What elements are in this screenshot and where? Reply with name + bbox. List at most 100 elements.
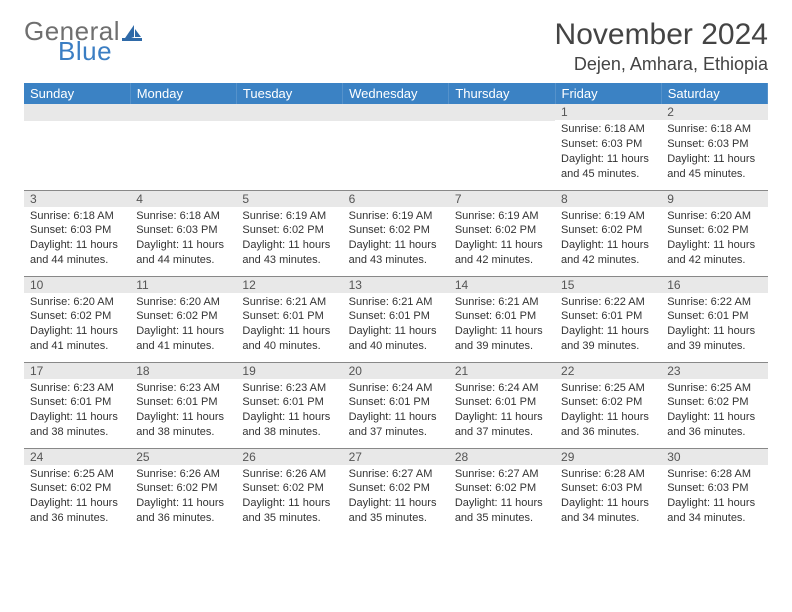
calendar-row: 24Sunrise: 6:25 AMSunset: 6:02 PMDayligh… (24, 448, 768, 534)
calendar-cell: 19Sunrise: 6:23 AMSunset: 6:01 PMDayligh… (236, 362, 342, 448)
sunrise-text: Sunrise: 6:25 AM (667, 381, 761, 396)
daylight-text: Daylight: 11 hours and 45 minutes. (561, 152, 655, 182)
sunset-text: Sunset: 6:02 PM (136, 481, 230, 496)
day-body: Sunrise: 6:23 AMSunset: 6:01 PMDaylight:… (130, 379, 236, 444)
sunset-text: Sunset: 6:02 PM (30, 309, 124, 324)
day-body: Sunrise: 6:22 AMSunset: 6:01 PMDaylight:… (555, 293, 661, 358)
location: Dejen, Amhara, Ethiopia (555, 54, 768, 75)
day-body: Sunrise: 6:19 AMSunset: 6:02 PMDaylight:… (555, 207, 661, 272)
calendar-cell: 28Sunrise: 6:27 AMSunset: 6:02 PMDayligh… (449, 448, 555, 534)
calendar-cell: 3Sunrise: 6:18 AMSunset: 6:03 PMDaylight… (24, 190, 130, 276)
calendar-table: Sunday Monday Tuesday Wednesday Thursday… (24, 83, 768, 534)
day-number: 6 (343, 191, 449, 207)
calendar-cell: 30Sunrise: 6:28 AMSunset: 6:03 PMDayligh… (661, 448, 767, 534)
sunset-text: Sunset: 6:02 PM (667, 395, 761, 410)
calendar-cell: 4Sunrise: 6:18 AMSunset: 6:03 PMDaylight… (130, 190, 236, 276)
sunset-text: Sunset: 6:02 PM (455, 223, 549, 238)
sunset-text: Sunset: 6:02 PM (561, 223, 655, 238)
daylight-text: Daylight: 11 hours and 34 minutes. (561, 496, 655, 526)
day-number (24, 104, 130, 121)
day-number (449, 104, 555, 121)
calendar-cell: 6Sunrise: 6:19 AMSunset: 6:02 PMDaylight… (343, 190, 449, 276)
day-body: Sunrise: 6:18 AMSunset: 6:03 PMDaylight:… (661, 120, 767, 185)
day-body: Sunrise: 6:22 AMSunset: 6:01 PMDaylight:… (661, 293, 767, 358)
day-number: 29 (555, 449, 661, 465)
day-body: Sunrise: 6:26 AMSunset: 6:02 PMDaylight:… (236, 465, 342, 530)
day-number: 2 (661, 104, 767, 120)
day-body: Sunrise: 6:20 AMSunset: 6:02 PMDaylight:… (130, 293, 236, 358)
sunset-text: Sunset: 6:03 PM (561, 481, 655, 496)
daylight-text: Daylight: 11 hours and 35 minutes. (349, 496, 443, 526)
day-body: Sunrise: 6:21 AMSunset: 6:01 PMDaylight:… (236, 293, 342, 358)
day-number: 7 (449, 191, 555, 207)
day-body: Sunrise: 6:27 AMSunset: 6:02 PMDaylight:… (449, 465, 555, 530)
daylight-text: Daylight: 11 hours and 41 minutes. (136, 324, 230, 354)
day-number: 10 (24, 277, 130, 293)
day-number: 15 (555, 277, 661, 293)
daylight-text: Daylight: 11 hours and 42 minutes. (455, 238, 549, 268)
title-block: November 2024 Dejen, Amhara, Ethiopia (555, 18, 768, 75)
sunset-text: Sunset: 6:01 PM (242, 309, 336, 324)
day-body: Sunrise: 6:28 AMSunset: 6:03 PMDaylight:… (555, 465, 661, 530)
daylight-text: Daylight: 11 hours and 44 minutes. (136, 238, 230, 268)
daylight-text: Daylight: 11 hours and 42 minutes. (561, 238, 655, 268)
day-body: Sunrise: 6:25 AMSunset: 6:02 PMDaylight:… (661, 379, 767, 444)
calendar-row: 1Sunrise: 6:18 AMSunset: 6:03 PMDaylight… (24, 104, 768, 190)
day-number: 21 (449, 363, 555, 379)
sunrise-text: Sunrise: 6:20 AM (136, 295, 230, 310)
sunrise-text: Sunrise: 6:27 AM (455, 467, 549, 482)
sunrise-text: Sunrise: 6:21 AM (349, 295, 443, 310)
col-sat: Saturday (661, 83, 767, 104)
calendar-cell: 24Sunrise: 6:25 AMSunset: 6:02 PMDayligh… (24, 448, 130, 534)
calendar-cell: 23Sunrise: 6:25 AMSunset: 6:02 PMDayligh… (661, 362, 767, 448)
sunrise-text: Sunrise: 6:23 AM (136, 381, 230, 396)
day-number (130, 104, 236, 121)
calendar-cell: 15Sunrise: 6:22 AMSunset: 6:01 PMDayligh… (555, 276, 661, 362)
sunrise-text: Sunrise: 6:19 AM (349, 209, 443, 224)
sunset-text: Sunset: 6:01 PM (349, 395, 443, 410)
sunrise-text: Sunrise: 6:23 AM (242, 381, 336, 396)
calendar-row: 17Sunrise: 6:23 AMSunset: 6:01 PMDayligh… (24, 362, 768, 448)
day-body: Sunrise: 6:26 AMSunset: 6:02 PMDaylight:… (130, 465, 236, 530)
calendar-cell: 12Sunrise: 6:21 AMSunset: 6:01 PMDayligh… (236, 276, 342, 362)
sunrise-text: Sunrise: 6:21 AM (455, 295, 549, 310)
sunset-text: Sunset: 6:01 PM (455, 395, 549, 410)
col-wed: Wednesday (343, 83, 449, 104)
day-body: Sunrise: 6:21 AMSunset: 6:01 PMDaylight:… (449, 293, 555, 358)
sunrise-text: Sunrise: 6:18 AM (136, 209, 230, 224)
calendar-cell: 27Sunrise: 6:27 AMSunset: 6:02 PMDayligh… (343, 448, 449, 534)
daylight-text: Daylight: 11 hours and 36 minutes. (30, 496, 124, 526)
sunrise-text: Sunrise: 6:24 AM (455, 381, 549, 396)
daylight-text: Daylight: 11 hours and 36 minutes. (561, 410, 655, 440)
calendar-cell: 25Sunrise: 6:26 AMSunset: 6:02 PMDayligh… (130, 448, 236, 534)
calendar-cell: 14Sunrise: 6:21 AMSunset: 6:01 PMDayligh… (449, 276, 555, 362)
sunrise-text: Sunrise: 6:20 AM (667, 209, 761, 224)
daylight-text: Daylight: 11 hours and 38 minutes. (136, 410, 230, 440)
day-number: 30 (661, 449, 767, 465)
day-body (130, 121, 236, 127)
daylight-text: Daylight: 11 hours and 40 minutes. (242, 324, 336, 354)
sunrise-text: Sunrise: 6:22 AM (561, 295, 655, 310)
day-number: 9 (661, 191, 767, 207)
daylight-text: Daylight: 11 hours and 35 minutes. (455, 496, 549, 526)
day-number: 22 (555, 363, 661, 379)
sunrise-text: Sunrise: 6:26 AM (242, 467, 336, 482)
calendar-cell: 21Sunrise: 6:24 AMSunset: 6:01 PMDayligh… (449, 362, 555, 448)
day-number: 4 (130, 191, 236, 207)
sunrise-text: Sunrise: 6:21 AM (242, 295, 336, 310)
calendar-cell (24, 104, 130, 190)
day-body: Sunrise: 6:18 AMSunset: 6:03 PMDaylight:… (555, 120, 661, 185)
sunset-text: Sunset: 6:01 PM (136, 395, 230, 410)
day-number: 20 (343, 363, 449, 379)
calendar-cell (449, 104, 555, 190)
daylight-text: Daylight: 11 hours and 45 minutes. (667, 152, 761, 182)
calendar-cell: 20Sunrise: 6:24 AMSunset: 6:01 PMDayligh… (343, 362, 449, 448)
month-title: November 2024 (555, 18, 768, 52)
day-number: 18 (130, 363, 236, 379)
daylight-text: Daylight: 11 hours and 36 minutes. (667, 410, 761, 440)
day-body: Sunrise: 6:28 AMSunset: 6:03 PMDaylight:… (661, 465, 767, 530)
sunrise-text: Sunrise: 6:23 AM (30, 381, 124, 396)
daylight-text: Daylight: 11 hours and 39 minutes. (455, 324, 549, 354)
sunset-text: Sunset: 6:01 PM (30, 395, 124, 410)
col-tue: Tuesday (236, 83, 342, 104)
